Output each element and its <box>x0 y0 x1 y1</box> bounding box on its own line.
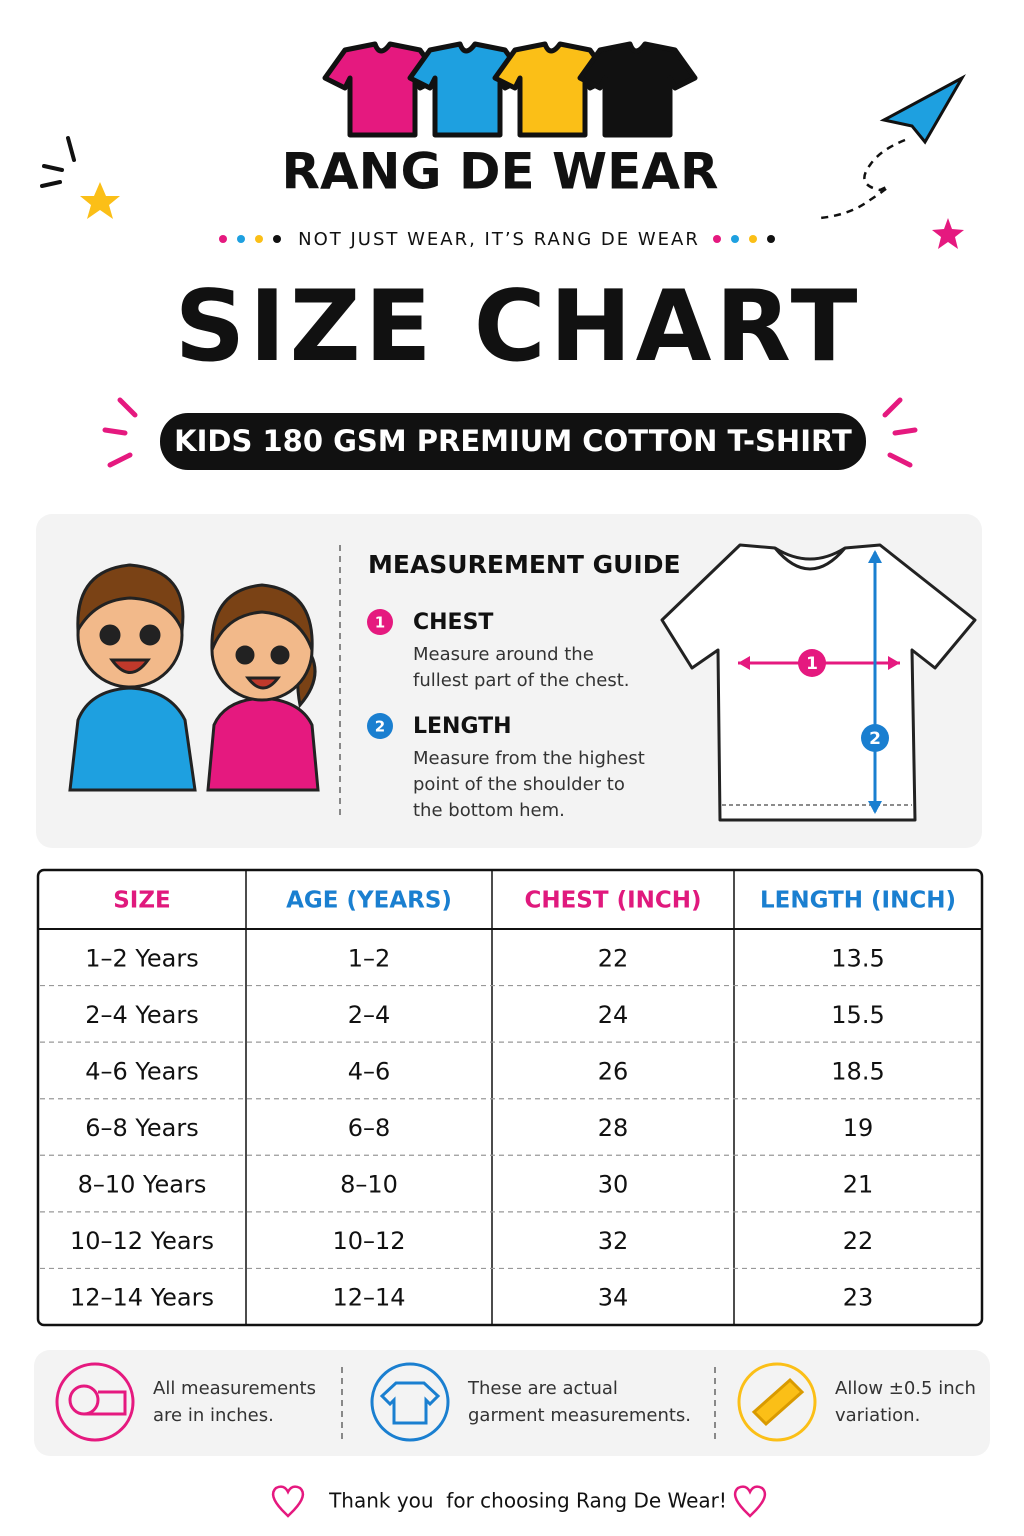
guide-title: MEASUREMENT GUIDE <box>368 550 681 579</box>
table-cell: 2–4 <box>348 1001 391 1029</box>
item-text: point of the shoulder to <box>413 774 625 795</box>
item-text: Measure from the highest <box>413 748 645 769</box>
note-text: are in inches. <box>153 1405 274 1426</box>
table-cell: 18.5 <box>831 1057 884 1085</box>
table-cell: 30 <box>598 1171 629 1199</box>
table-cell: 23 <box>843 1284 874 1312</box>
table-header: AGE (YEARS) <box>286 888 452 914</box>
table-cell: 22 <box>843 1227 874 1255</box>
note-text: These are actual <box>467 1378 618 1399</box>
table-cell: 6–8 Years <box>85 1114 198 1142</box>
star <box>932 218 964 249</box>
heart <box>271 1485 305 1518</box>
table-cell: 21 <box>843 1171 874 1199</box>
table-cell: 4–6 Years <box>85 1057 198 1085</box>
table-cell: 4–6 <box>348 1057 391 1085</box>
subtitle-pill <box>160 413 866 470</box>
brand: RANG DE WEAR <box>281 143 718 201</box>
footer: Thank you for choosing Rang De Wear! <box>328 1489 727 1513</box>
heart <box>733 1485 767 1518</box>
table-cell: 13.5 <box>831 944 884 972</box>
item-label: LENGTH <box>413 714 512 739</box>
table-cell: 22 <box>598 944 629 972</box>
table-cell: 34 <box>598 1284 629 1312</box>
sparks <box>40 136 76 188</box>
shirt-diagram <box>660 543 977 822</box>
table-cell: 10–12 Years <box>70 1227 214 1255</box>
item-text: the bottom hem. <box>413 800 565 821</box>
tagline: NOT JUST WEAR, IT’S RANG DE WEAR <box>298 229 700 250</box>
table-cell: 26 <box>598 1057 629 1085</box>
table-header: CHEST (INCH) <box>524 888 701 914</box>
tagline-dots <box>219 235 775 243</box>
notes-panel <box>34 1350 990 1456</box>
item-text: Measure around the <box>413 644 594 665</box>
table-cell: 12–14 <box>332 1284 405 1312</box>
table-cell: 32 <box>598 1227 629 1255</box>
size-table <box>36 868 984 1327</box>
table-cell: 19 <box>843 1114 874 1142</box>
item-number: 2 <box>375 718 385 736</box>
table-cell: 1–2 <box>348 944 391 972</box>
note-icons <box>55 1362 817 1442</box>
note-text: variation. <box>835 1405 920 1426</box>
item-number: 1 <box>375 614 385 632</box>
diagram-marker: 2 <box>869 729 881 749</box>
pill-sparks <box>102 397 918 468</box>
star <box>80 182 120 219</box>
table-cell: 8–10 <box>340 1171 398 1199</box>
kids-illustration <box>68 563 320 792</box>
diagram-marker: 1 <box>806 654 818 674</box>
item-text: fullest part of the chest. <box>413 670 629 691</box>
title: SIZE CHART <box>175 270 862 384</box>
item-label: CHEST <box>413 610 493 635</box>
table-cell: 1–2 Years <box>85 944 198 972</box>
item-marker <box>367 713 393 739</box>
table-header: LENGTH (INCH) <box>760 888 956 914</box>
paper-plane <box>879 74 966 145</box>
subtitle: KIDS 180 GSM PREMIUM COTTON T-SHIRT <box>174 424 852 458</box>
note-text: All measurements <box>153 1378 316 1399</box>
note-text: Allow ±0.5 inch <box>835 1378 976 1399</box>
item-marker <box>367 609 393 635</box>
table-cell: 8–10 Years <box>78 1171 207 1199</box>
table-header: SIZE <box>113 888 171 914</box>
table-cell: 28 <box>598 1114 629 1142</box>
plane-trail <box>819 138 906 220</box>
table-cell: 2–4 Years <box>85 1001 198 1029</box>
table-cell: 15.5 <box>831 1001 884 1029</box>
table-cell: 24 <box>598 1001 629 1029</box>
note-text: garment measurements. <box>468 1405 691 1426</box>
table-cell: 10–12 <box>332 1227 405 1255</box>
table-cell: 6–8 <box>348 1114 391 1142</box>
table-cell: 12–14 Years <box>70 1284 214 1312</box>
logo-shirts <box>322 41 698 138</box>
